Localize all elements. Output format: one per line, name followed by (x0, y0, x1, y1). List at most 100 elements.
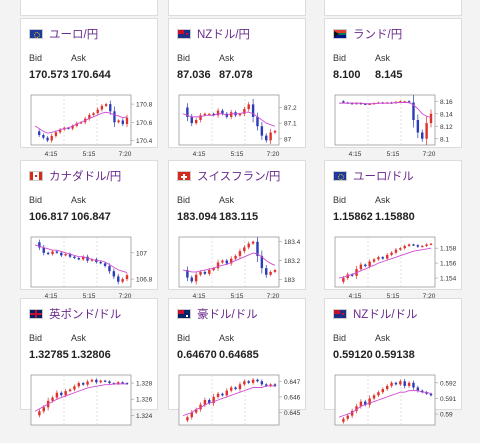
moving-average-line (338, 247, 432, 279)
candle-body (421, 390, 424, 393)
card-stub-1 (20, 0, 158, 16)
currency-pair-label[interactable]: カナダドル/円 (49, 171, 122, 183)
bid-value: 106.817 (29, 211, 69, 223)
card-stub-2 (168, 0, 306, 16)
price-chart[interactable]: 0.647 0.646 0.645 (177, 371, 301, 443)
candle-body (368, 261, 371, 267)
price-chart[interactable]: 1.158 1.156 1.154 4:15 5:15 7:20 (333, 233, 457, 305)
candle-body (429, 113, 433, 124)
candle-body (108, 265, 111, 272)
candle-body (407, 382, 411, 386)
bid-value: 183.094 (177, 211, 217, 223)
price-chart[interactable]: 170.8 170.6 170.4 4:15 5:15 7:20 (29, 91, 153, 163)
moving-average-line (182, 111, 276, 127)
currency-pair-label[interactable]: ユーロ/ドル (353, 171, 414, 183)
currency-pair-label[interactable]: NZドル/円 (197, 29, 251, 41)
plot-frame (30, 94, 132, 146)
candle-body (68, 254, 72, 257)
rate-card-gbp-usd[interactable]: 英ポンド/ドル Bid Ask 1.32785 1.32806 1.328 1.3… (20, 298, 158, 426)
rate-card-aud-usd[interactable]: 豪ドル/ドル Bid Ask 0.64670 0.64685 0.647 0.64… (168, 298, 306, 426)
rate-card-nzd-jpy[interactable]: NZドル/円 Bid Ask 87.036 87.078 87.2 87.1 87 4… (168, 18, 306, 158)
y-tick-label: 8.1 (440, 136, 449, 143)
currency-pair-label[interactable]: ユーロ/円 (49, 29, 99, 41)
bid-label: Bid (333, 195, 347, 205)
candle-body (229, 258, 233, 264)
candle-body (73, 386, 76, 390)
candle-body (364, 103, 367, 105)
candle-body (407, 101, 411, 103)
currency-pair-label[interactable]: スイスフラン/円 (197, 171, 281, 183)
card-header[interactable]: スイスフラン/円 (177, 169, 280, 183)
card-header[interactable]: カナダドル/円 (29, 169, 121, 183)
rate-card-chf-jpy[interactable]: スイスフラン/円 Bid Ask 183.094 183.115 183.4 18… (168, 160, 306, 300)
candle-body (199, 115, 202, 120)
candle-body (238, 384, 242, 390)
candle-body (425, 123, 428, 139)
candle-body (121, 120, 124, 125)
candle-body (38, 242, 41, 248)
candle-body (273, 270, 277, 272)
candle-body (359, 401, 363, 407)
ask-value: 1.32806 (71, 349, 111, 361)
candle-body (355, 103, 358, 105)
y-tick-label: 0.645 (284, 410, 301, 417)
price-chart[interactable]: 87.2 87.1 87 4:15 5:15 7:20 (177, 91, 301, 163)
price-chart[interactable]: 107 106.8 4:15 5:15 7:20 (29, 233, 153, 305)
candle-body (212, 396, 215, 404)
y-tick-label: 1.324 (136, 413, 153, 420)
price-chart[interactable]: 183.4 183.2 183 4:15 5:15 7:20 (177, 233, 301, 305)
ask-value: 170.644 (71, 69, 111, 81)
candle-body (96, 109, 99, 114)
candle-body (86, 381, 89, 385)
price-chart[interactable]: 0.592 0.591 0.59 (333, 371, 457, 443)
candle-body (221, 110, 224, 114)
flag-icon (177, 309, 191, 319)
rate-card-nzd-usd[interactable]: NZドル/ドル Bid Ask 0.59120 0.59138 0.592 0.5… (324, 298, 462, 426)
card-header[interactable]: ユーロ/円 (29, 27, 98, 41)
candle-body (412, 102, 415, 120)
y-tick-label: 1.156 (440, 261, 457, 268)
flag-icon (29, 29, 43, 39)
card-header[interactable]: ユーロ/ドル (333, 169, 414, 183)
ask-value: 87.078 (219, 69, 253, 81)
bid-value: 1.15862 (333, 211, 373, 223)
rate-card-eur-jpy[interactable]: ユーロ/円 Bid Ask 170.573 170.644 170.8 170.6… (20, 18, 158, 158)
candle-body (212, 113, 215, 116)
candle-body (421, 245, 424, 248)
candle-body (42, 407, 45, 412)
candle-body (394, 382, 398, 385)
y-tick-label: 106.8 (136, 277, 153, 284)
currency-pair-label[interactable]: ランド/円 (353, 29, 403, 41)
price-chart[interactable]: 8.16 8.14 8.12 8.1 4:15 5:15 7:20 (333, 91, 457, 163)
card-header[interactable]: ランド/円 (333, 27, 402, 41)
currency-pair-label[interactable]: NZドル/ドル (353, 309, 418, 321)
card-header[interactable]: NZドル/円 (177, 27, 250, 41)
rate-card-cad-jpy[interactable]: カナダドル/円 Bid Ask 106.817 106.847 107 106.8… (20, 160, 158, 300)
rate-card-eur-usd[interactable]: ユーロ/ドル Bid Ask 1.15862 1.15880 1.158 1.15… (324, 160, 462, 300)
candle-body (390, 382, 393, 386)
candle-body (225, 260, 229, 264)
bid-label: Bid (177, 333, 191, 343)
ask-value: 183.115 (219, 211, 259, 223)
card-header[interactable]: NZドル/ドル (333, 307, 418, 321)
candle-body (416, 120, 420, 133)
ask-label: Ask (71, 333, 87, 343)
candle-body (342, 418, 345, 422)
candle-body (416, 245, 420, 247)
plot-frame (334, 374, 436, 426)
candle-body (203, 400, 207, 405)
bid-label: Bid (177, 53, 191, 63)
candle-body (60, 392, 63, 396)
candle-body (88, 115, 91, 119)
candle-body (243, 247, 246, 252)
candle-body (238, 113, 242, 116)
card-header[interactable]: 英ポンド/ドル (29, 307, 121, 321)
candle-body (350, 274, 354, 276)
price-chart[interactable]: 1.328 1.326 1.324 (29, 371, 153, 443)
currency-pair-label[interactable]: 豪ドル/ドル (197, 309, 258, 321)
currency-pair-label[interactable]: 英ポンド/ドル (49, 309, 122, 321)
y-tick-label: 1.326 (136, 397, 153, 404)
rate-card-zar-jpy[interactable]: ランド/円 Bid Ask 8.100 8.145 8.16 8.14 8.12 8.… (324, 18, 462, 158)
card-header[interactable]: 豪ドル/ドル (177, 307, 258, 321)
candle-body (342, 101, 345, 103)
